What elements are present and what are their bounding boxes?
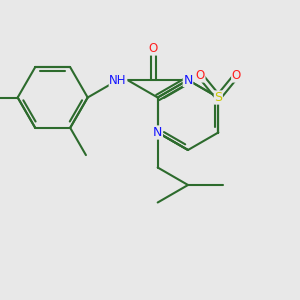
Text: N: N: [153, 126, 162, 139]
Text: O: O: [232, 69, 241, 82]
Text: NH: NH: [109, 74, 127, 86]
Text: N: N: [183, 74, 193, 86]
Text: S: S: [214, 91, 222, 104]
Text: O: O: [148, 42, 158, 55]
Text: O: O: [196, 69, 205, 82]
